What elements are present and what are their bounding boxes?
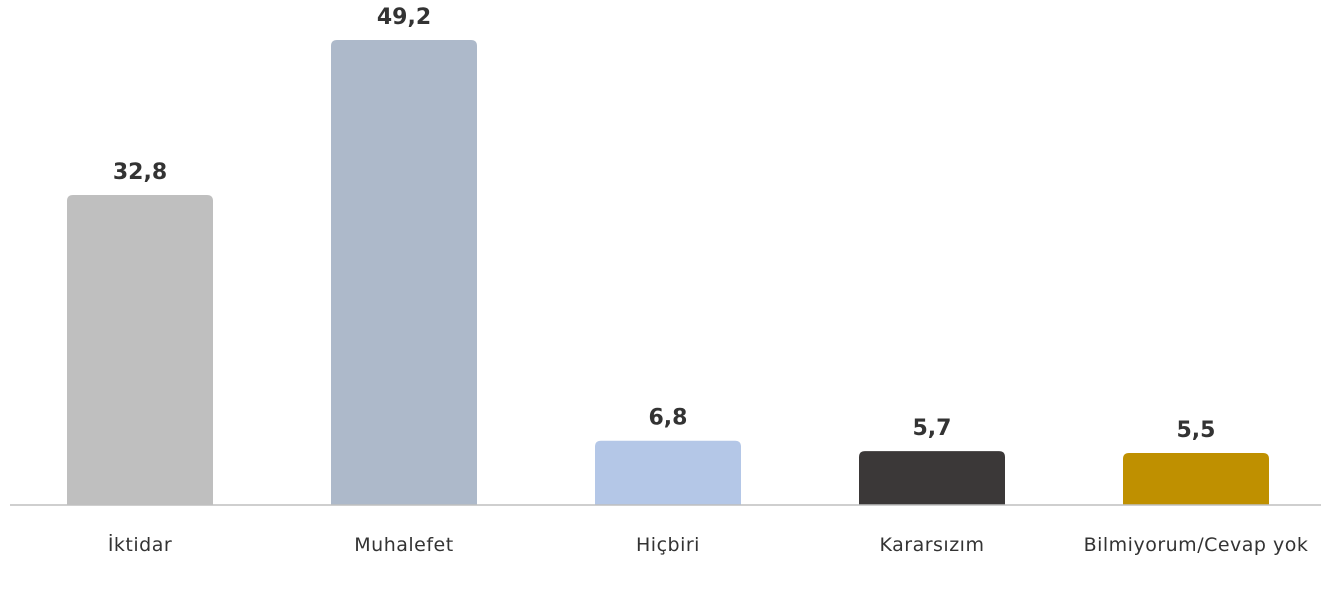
bar <box>859 451 1005 505</box>
bar <box>595 440 741 505</box>
x-tick-label: Kararsızım <box>879 534 985 556</box>
x-tick-label: Hiçbiri <box>636 534 700 556</box>
value-label: 5,5 <box>1177 418 1216 443</box>
value-label: 5,7 <box>913 416 952 441</box>
bar <box>1123 453 1269 505</box>
bar <box>67 194 213 505</box>
x-tick-label: Muhalefet <box>354 534 454 556</box>
x-tick-label: Bilmiyorum/Cevap yok <box>1083 534 1309 556</box>
value-label: 32,8 <box>113 160 167 185</box>
bar <box>331 39 477 505</box>
value-label: 6,8 <box>649 406 688 431</box>
value-label: 49,2 <box>377 5 431 30</box>
x-tick-label: İktidar <box>107 534 173 556</box>
